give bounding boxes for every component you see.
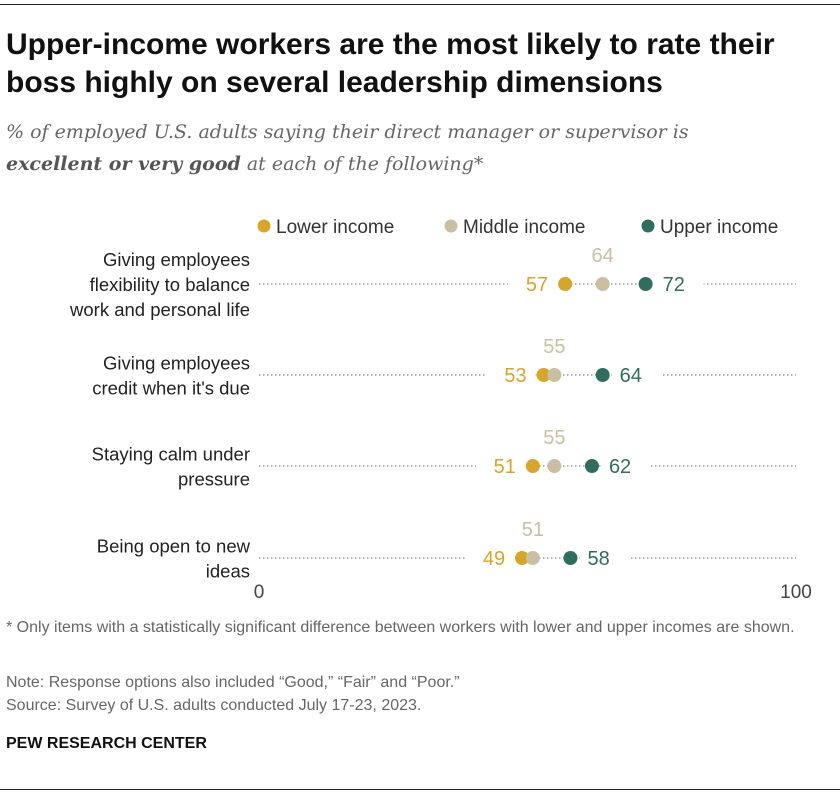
dot-plot-chart: Lower income Middle income Upper income Giv… [69,217,812,603]
dot-lower-1 [536,368,551,382]
dot-middle-2 [547,459,562,473]
value-label-middle-2: 55 [543,427,565,449]
label-gap-upper-0 [654,274,704,294]
label-gap-lower-1 [486,365,536,385]
category-label-0-0: Giving employees [103,249,250,270]
subtitle-emphasis: excellent or very good [6,153,241,175]
category-label-3-0: Being open to new [97,536,251,557]
category-label-2-1: pressure [178,469,250,490]
category-label-0-1: flexibility to balance [90,274,250,295]
footnote-note: Note: Response options also included “Go… [6,674,460,691]
value-label-upper-3: 58 [587,548,609,570]
dot-middle-0 [595,277,610,291]
label-gap-lower-0 [508,274,558,294]
legend-label-2: Upper income [660,217,778,238]
category-label-0-2: work and personal life [69,299,250,320]
x-tick-label-100: 100 [780,582,812,603]
bottom-rule [0,789,840,790]
value-label-upper-2: 62 [609,456,631,478]
legend-label-0: Lower income [276,217,394,238]
value-label-middle-0: 64 [592,245,614,267]
category-label-2-0: Staying calm under [92,444,250,465]
label-gap-upper-2 [600,456,650,476]
value-label-lower-1: 53 [504,365,526,387]
x-tick-label-0: 0 [254,582,265,603]
dot-upper-1 [595,368,610,382]
dot-lower-3 [515,551,530,565]
chart-title: Upper-income workers are the most likely… [6,28,775,99]
label-gap-upper-1 [611,365,661,385]
legend-label-1: Middle income [463,217,586,238]
value-label-middle-3: 51 [522,519,544,541]
label-gap-lower-3 [465,548,515,568]
legend-marker-1 [444,219,458,233]
chart-subtitle: % of employed U.S. adults saying their d… [6,116,826,180]
dot-middle-3 [525,551,540,565]
legend-marker-2 [641,219,655,233]
subtitle-line-2: at each of the following* [240,153,484,175]
subtitle-line-1: % of employed U.S. adults saying their d… [6,121,689,143]
dot-upper-0 [638,277,653,291]
category-label-1-1: credit when it's due [92,378,250,399]
footnote-source: Source: Survey of U.S. adults conducted … [6,697,422,714]
top-rule [0,4,840,5]
value-label-upper-0: 72 [663,274,685,296]
value-label-lower-3: 49 [483,548,505,570]
value-label-middle-1: 55 [543,336,565,358]
category-label-3-1: ideas [206,561,250,582]
dot-lower-0 [558,277,573,291]
dot-upper-3 [563,551,578,565]
category-label-1-0: Giving employees [103,353,250,374]
footnote-significance: * Only items with a statistically signif… [6,619,795,636]
legend-marker-0 [257,219,271,233]
dot-lower-2 [525,459,540,473]
label-gap-upper-3 [579,548,629,568]
label-gap-lower-2 [475,456,525,476]
value-label-lower-2: 51 [494,456,516,478]
value-label-lower-0: 57 [526,274,548,296]
value-label-upper-1: 64 [620,365,642,387]
organization-name: PEW RESEARCH CENTER [6,735,207,752]
dot-middle-1 [547,368,562,382]
dot-upper-2 [584,459,599,473]
